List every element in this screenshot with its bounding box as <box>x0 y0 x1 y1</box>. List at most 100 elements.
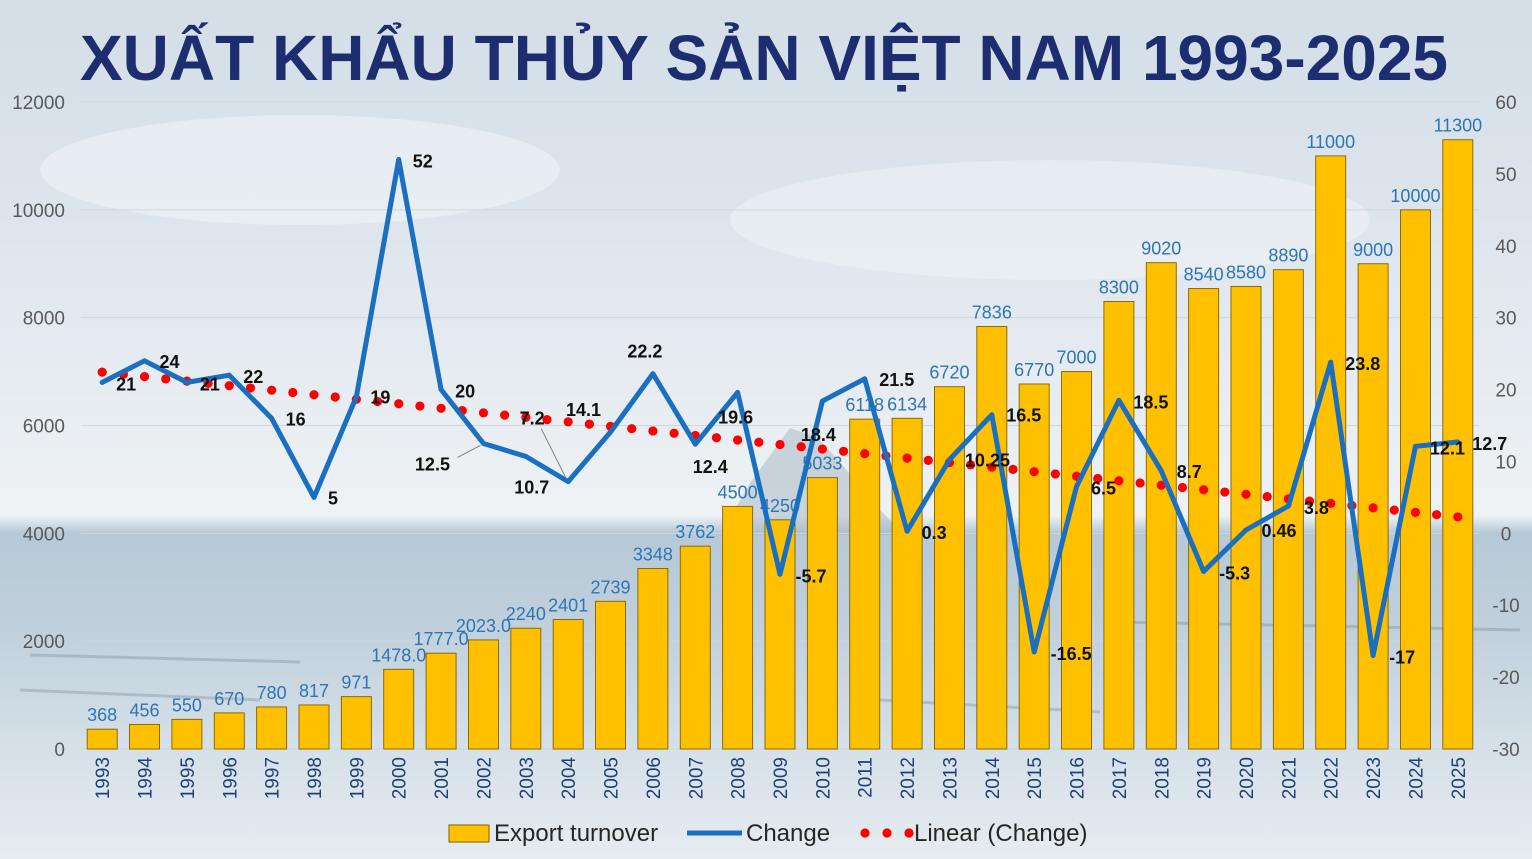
trend-dot <box>627 424 637 434</box>
export-value-label-2013: 6720 <box>929 363 969 383</box>
x-tick-label-2013: 2013 <box>940 757 961 799</box>
export-bar-2013 <box>934 386 965 750</box>
y-right-tick-label: 40 <box>1495 237 1516 258</box>
cloud-shape <box>40 115 560 225</box>
trend-dot <box>1241 489 1251 499</box>
y-left-tick-label: 8000 <box>23 309 65 330</box>
export-value-label-2022: 11000 <box>1306 132 1355 152</box>
axis-labels: 020004000600080001000012000-30-20-100102… <box>12 93 1520 799</box>
x-tick-label-2012: 2012 <box>898 757 919 799</box>
export-value-labels: 368 456 550 670 780 817 9711478.01777.02023.02… <box>87 116 1482 725</box>
trend-dot <box>288 387 298 398</box>
y-left-tick-label: 12000 <box>12 93 65 114</box>
label-leader-lines <box>457 428 567 479</box>
trend-dot <box>1304 496 1315 506</box>
y-left-tick-label: 2000 <box>23 632 65 653</box>
change-point-1993 <box>99 379 105 385</box>
change-value-label-1996: 22 <box>243 367 263 387</box>
legend-swatch-export-turnover <box>448 824 490 843</box>
trend-dot <box>902 453 912 463</box>
change-value-label-2004: 7.2 <box>520 409 545 429</box>
trend-dot <box>542 415 552 425</box>
trend-dot <box>1156 480 1166 490</box>
change-point-2022 <box>1328 359 1334 365</box>
export-bar-2000 <box>383 668 415 750</box>
export-bar-2008 <box>722 505 754 750</box>
x-tick-label-1999: 1999 <box>347 757 368 799</box>
export-value-label-2002: 2023.0 <box>456 616 511 636</box>
trend-dot <box>500 410 510 420</box>
export-bar-2020 <box>1230 285 1262 750</box>
legend-swatch-trend-dot <box>860 828 870 838</box>
x-tick-label-1997: 1997 <box>263 757 284 799</box>
export-value-label-2007: 3762 <box>675 522 715 542</box>
change-value-label-2014: 16.5 <box>1006 406 1041 426</box>
change-point-2014 <box>989 412 995 418</box>
x-tick-label-2014: 2014 <box>983 757 1004 800</box>
y-right-tick-label: -30 <box>1492 740 1519 761</box>
change-value-label-1998: 5 <box>328 488 338 508</box>
export-value-label-2005: 2739 <box>591 577 631 597</box>
change-value-label-1995: 21 <box>200 374 220 394</box>
change-point-2015 <box>1031 649 1037 655</box>
x-tick-label-2006: 2006 <box>644 757 665 799</box>
x-tick-label-2024: 2024 <box>1406 757 1427 800</box>
trend-dot <box>711 433 722 443</box>
x-tick-label-2021: 2021 <box>1279 757 1300 799</box>
export-value-label-2011: 6118 <box>845 395 884 415</box>
export-bar-2017 <box>1103 301 1135 750</box>
export-bar-1995 <box>171 718 203 750</box>
change-value-labels: 21 24 21 22 16 5 19 52 20 12.5 10.7 7.2 14.1 22.2 12.4… <box>116 152 1507 668</box>
export-value-label-2006: 3348 <box>633 544 673 564</box>
x-tick-label-2001: 2001 <box>432 757 453 799</box>
trend-dot <box>1029 467 1039 477</box>
x-tick-label-2015: 2015 <box>1025 757 1046 799</box>
export-bar-2012 <box>891 417 923 750</box>
change-value-label-2006: 22.2 <box>627 342 662 362</box>
change-value-label-2011: 21.5 <box>879 370 914 390</box>
change-point-1996 <box>226 372 232 378</box>
y-left-tick-label: 10000 <box>12 201 65 222</box>
export-value-label-1997: 780 <box>257 683 287 703</box>
change-value-label-2017: 18.5 <box>1133 392 1168 412</box>
change-point-2017 <box>1116 397 1122 403</box>
leader-line-2002 <box>457 445 481 458</box>
trend-dot <box>1220 487 1230 497</box>
export-value-label-2015: 6770 <box>1014 360 1054 380</box>
trend-dot <box>97 367 107 377</box>
export-bar-2002 <box>468 639 499 750</box>
change-value-label-1999: 19 <box>370 388 390 408</box>
trend-dot <box>1410 507 1421 518</box>
legend-swatch-trend-dot <box>904 828 914 838</box>
y-right-tick-label: 10 <box>1495 452 1516 473</box>
x-tick-label-2004: 2004 <box>559 757 580 800</box>
change-point-2018 <box>1158 468 1164 474</box>
trend-dot <box>1368 503 1378 513</box>
change-value-label-1993: 21 <box>116 374 136 394</box>
change-value-label-2023: -17 <box>1389 648 1415 668</box>
export-bar-2018 <box>1145 262 1177 750</box>
change-value-label-2012: 0.3 <box>922 523 947 543</box>
x-tick-label-1994: 1994 <box>136 757 157 800</box>
change-value-label-1994: 24 <box>160 352 180 372</box>
change-value-label-2007: 12.4 <box>693 457 728 477</box>
change-value-label-2018: 8.7 <box>1177 462 1202 482</box>
export-bar-2016 <box>1061 371 1092 750</box>
change-value-label-2005: 14.1 <box>566 400 601 420</box>
fish-farm-line <box>29 653 301 664</box>
change-value-label-2019: -5.3 <box>1219 563 1250 583</box>
y-right-tick-label: 20 <box>1495 381 1516 402</box>
export-value-label-1994: 456 <box>130 700 160 720</box>
trend-dot <box>1050 469 1060 479</box>
x-tick-label-2011: 2011 <box>856 757 877 798</box>
change-value-label-2022: 23.8 <box>1345 354 1380 374</box>
x-tick-label-2023: 2023 <box>1364 757 1385 799</box>
change-value-label-2010: 18.4 <box>801 425 836 445</box>
trend-dot <box>1453 512 1463 522</box>
export-bar-2004 <box>552 619 584 750</box>
trend-dot <box>521 412 531 422</box>
trend-dot <box>860 448 870 459</box>
change-value-label-2024: 12.1 <box>1430 438 1465 458</box>
trend-dot <box>817 444 827 454</box>
change-point-2006 <box>650 371 656 377</box>
